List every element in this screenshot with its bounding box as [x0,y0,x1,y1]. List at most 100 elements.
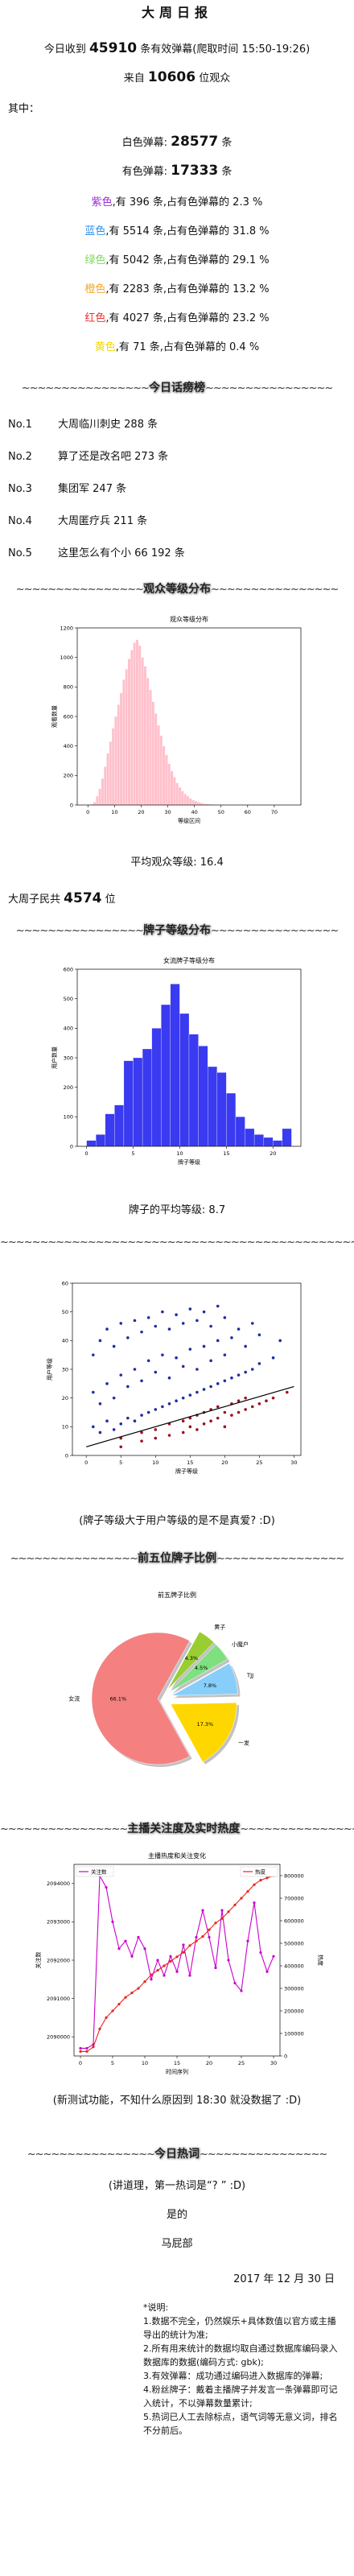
bar [167,763,171,806]
point [223,1316,227,1319]
note-line: 1.数据不完全，仍然娱乐+具体数值以官方或主播导出的统计为准; [143,2316,336,2340]
text: ,有 [112,196,126,208]
point [92,1425,95,1429]
marker [156,1969,159,1972]
x-tick-label: 10 [176,1150,183,1157]
point [181,1364,185,1368]
y-tick-label: 0 [70,802,73,808]
text: 有色弹幕: [121,166,167,178]
point [98,1339,102,1343]
tilde: ~~~~~~~~~~~~~~~~ [211,925,339,937]
point [98,1430,102,1435]
y2-tick-label: 800000 [284,1872,304,1879]
bar [216,1072,227,1147]
y2-tick-label: 0 [284,2053,287,2059]
text: 条 [221,166,233,178]
summary-line: 今日收到 45910 条有效弹幕(爬取时间 15:50-19:26) [0,40,354,58]
point [285,1390,289,1394]
point [237,1399,241,1403]
x-tick-label: 15 [187,1459,193,1466]
marker [214,1966,217,1970]
date: 2017 年 12 月 30 日 [233,2273,335,2285]
bar [157,724,160,806]
point [188,1425,192,1429]
color-name: 绿色 [84,254,106,266]
color-name: 红色 [84,312,106,324]
bar [103,766,107,806]
point [154,1324,158,1328]
tilde: ~~~~~~~~~~~~~~~~ [10,1553,138,1565]
point [209,1324,212,1328]
y-tick-label: 10 [62,1424,68,1430]
x-tick-label: 15 [174,2060,180,2066]
x-tick-label: 60 [245,809,251,815]
bar [127,658,131,806]
y2-tick-label: 200000 [284,2008,304,2014]
rank-count: 247 [93,483,113,495]
bar [114,716,117,806]
text: % [259,312,270,324]
point [161,1405,164,1409]
slice-label: 一发 [238,1740,249,1747]
level-histogram: 观众等级分布 0 10 20 30 40 50 60 70 0 200 400 600 800 1000 12… [40,609,314,831]
marker [195,1939,198,1942]
point [105,1382,109,1385]
y-tick-label: 500 [64,996,73,1002]
text: ,有 [105,283,120,295]
among: 其中： [8,103,40,115]
bar [154,713,158,806]
point [196,1319,199,1323]
marker [272,1955,275,1958]
point [140,1414,143,1417]
x-tick-label: 5 [131,1150,134,1157]
bar [196,802,200,806]
legend-box [240,1866,278,1877]
marker [175,1970,179,1973]
text: 条,占有色弹幕的 [152,225,230,237]
point [237,1327,241,1331]
marker [208,1935,211,1939]
point [230,1376,233,1380]
marker [137,1935,140,1939]
x-axis-label: 时间序列 [166,2068,188,2075]
point [92,1390,95,1394]
point [250,1405,254,1409]
bar [130,650,134,806]
point [167,1402,171,1406]
y-tick-label: 400 [64,743,73,749]
point [140,1330,143,1334]
point [146,1359,150,1363]
y2-axis-label: 热度 [317,1955,324,1966]
level-scatter: 0 5 10 15 20 25 30 0 10 20 30 40 50 60 牌子等级 用户等级 [40,1272,314,1481]
slice-value: 7.8% [204,1682,217,1689]
point [216,1304,220,1308]
bar [123,1060,134,1147]
white-count: 28577 [171,134,219,150]
point [140,1430,143,1435]
point [278,1339,282,1343]
bar [226,1092,237,1147]
x-tick-label: 0 [79,2060,82,2066]
point [196,1368,199,1371]
marker [227,1910,230,1913]
marker [201,1935,204,1938]
count: 4027 [122,312,150,324]
point [202,1388,206,1391]
bar [200,803,203,806]
fan-avg: 牌子的平均等级: 8.7 [0,1203,354,1219]
slice [91,1632,191,1765]
heading: ~~~~~~~~~~~~~~~~今日话痨榜~~~~~~~~~~~~~~~~ [0,380,354,397]
point [196,1390,199,1394]
y-tick-label: 100 [64,1114,73,1121]
bar [96,1134,105,1147]
slice-label: 女流 [68,1695,80,1703]
point [112,1428,116,1431]
marker [98,2027,101,2030]
bar [146,678,150,806]
point [181,1419,185,1422]
x-tick-label: 10 [111,809,117,815]
bar [282,1128,292,1147]
bar [175,782,179,806]
bar [162,745,166,806]
